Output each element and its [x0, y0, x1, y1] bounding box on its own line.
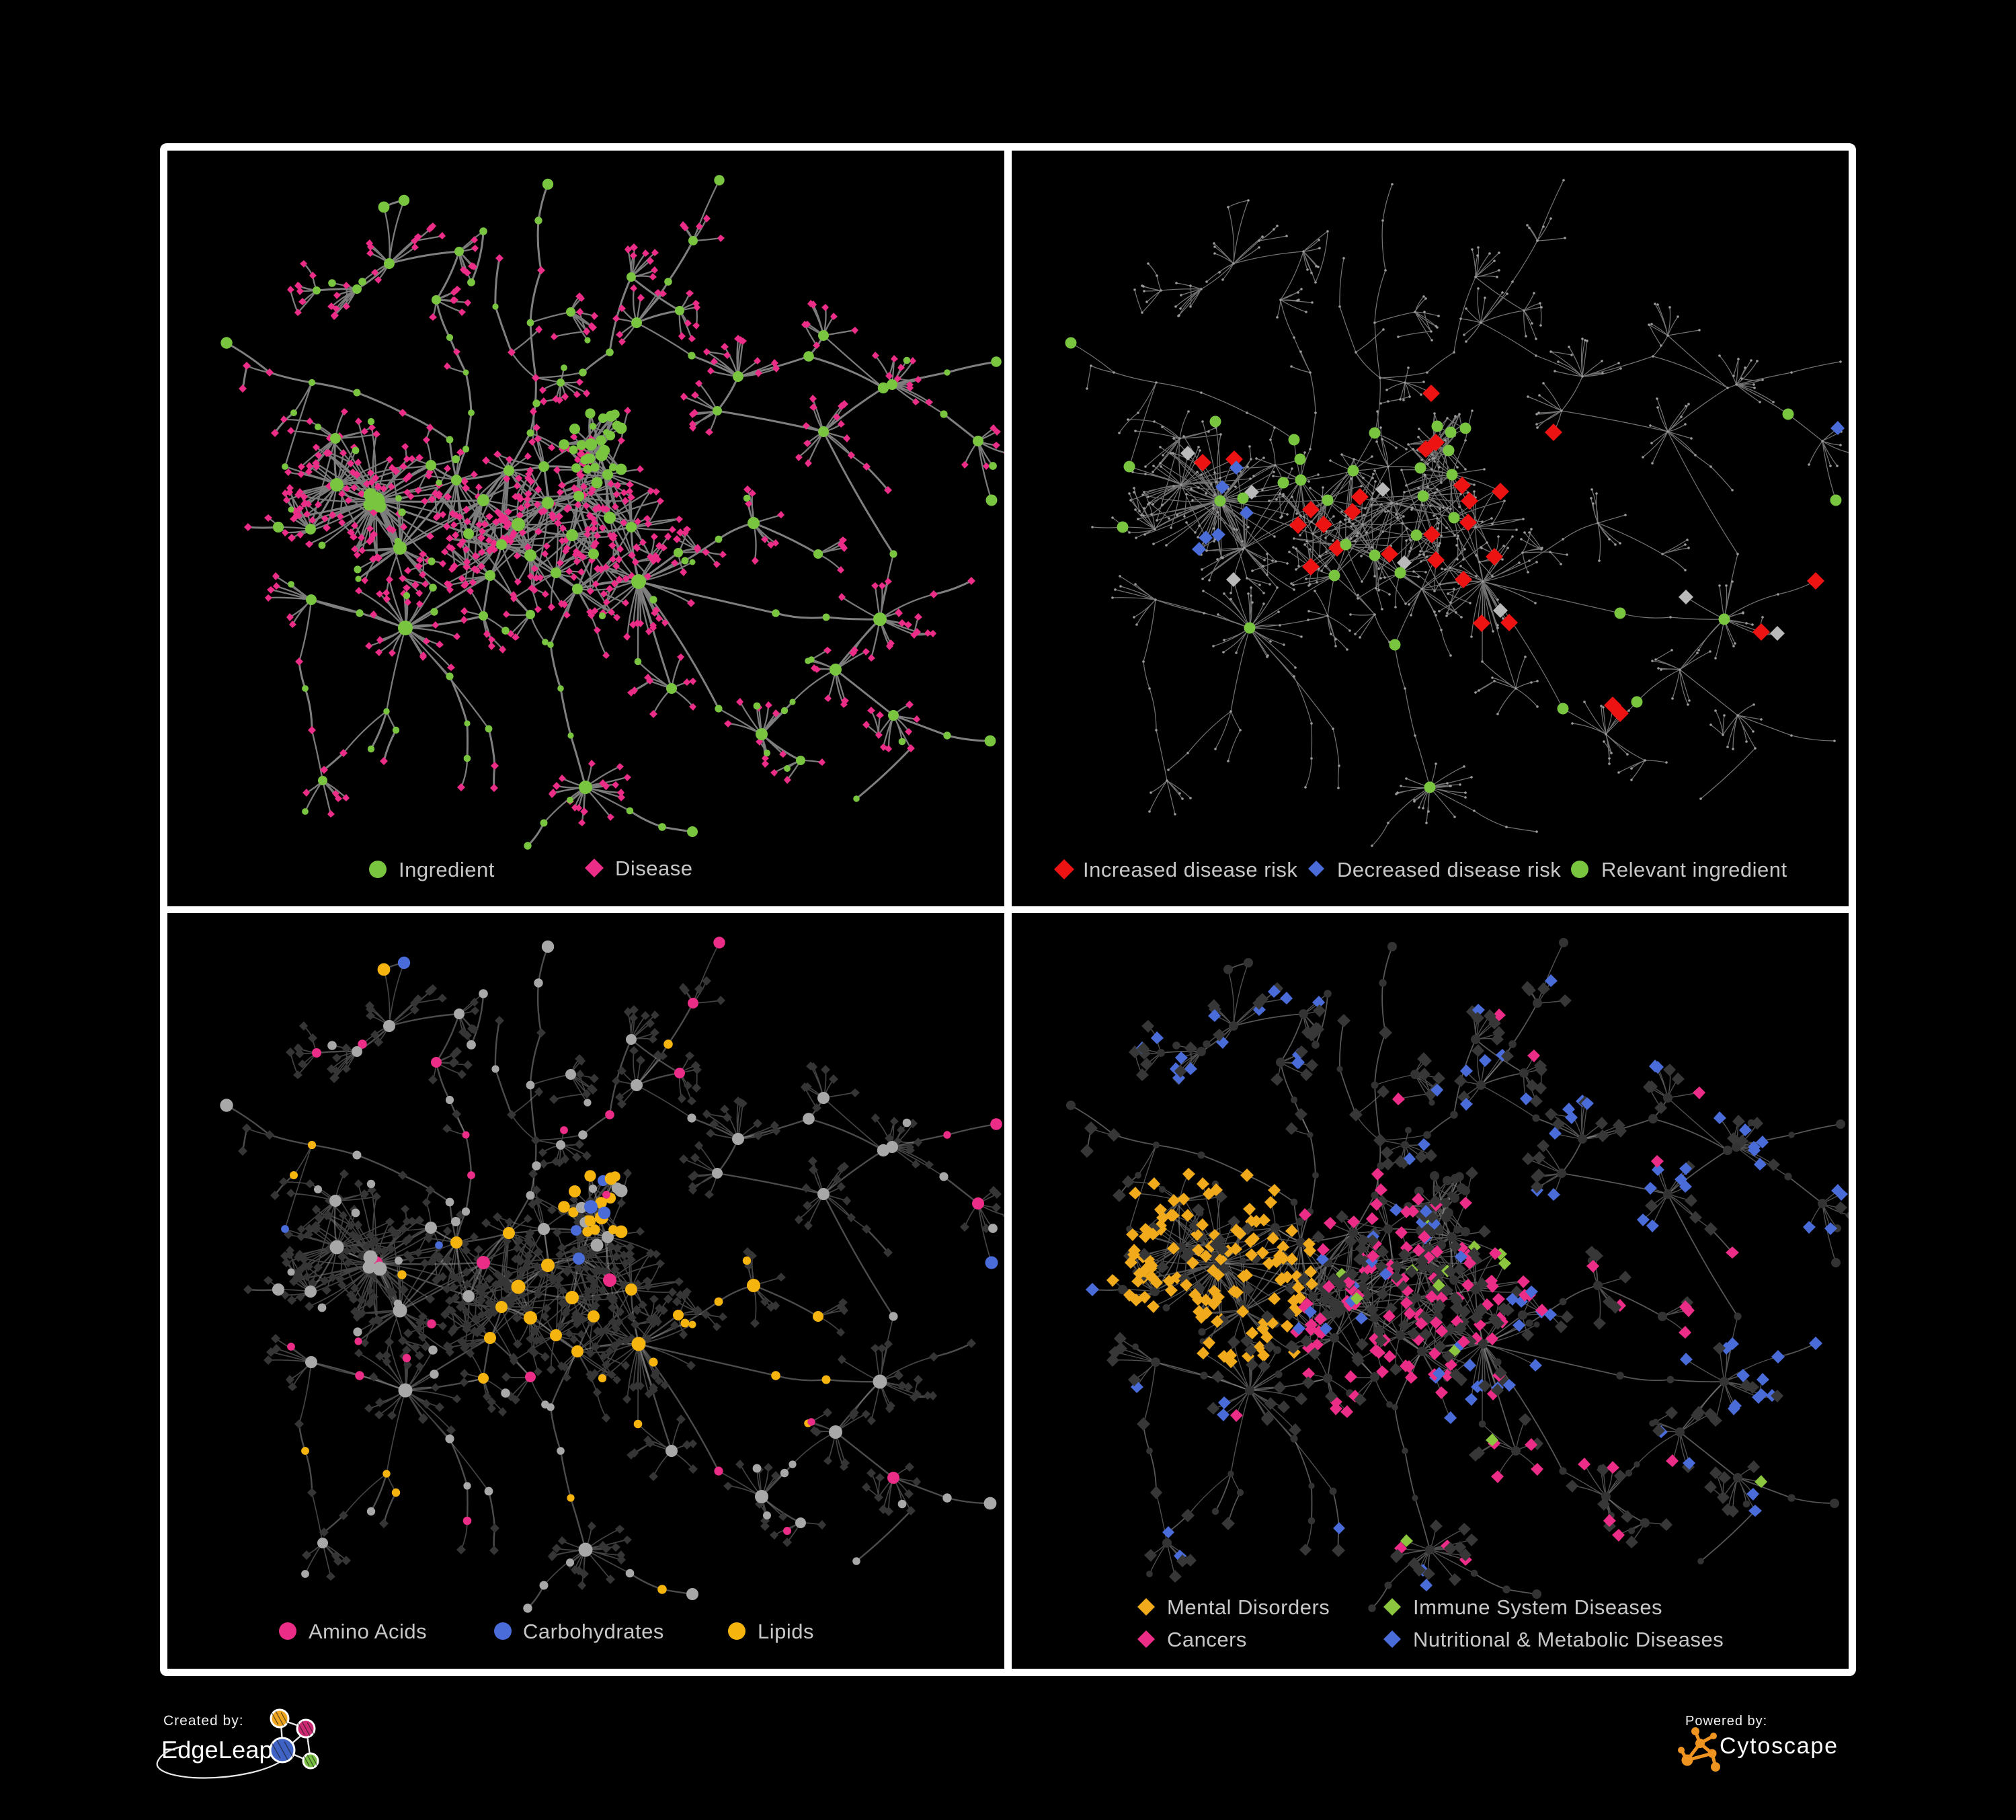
- svg-text:Amino Acids: Amino Acids: [309, 1620, 427, 1643]
- svg-text:Lipids: Lipids: [758, 1620, 814, 1643]
- svg-text:Cytoscape: Cytoscape: [1720, 1733, 1839, 1759]
- svg-text:Relevant ingredient: Relevant ingredient: [1601, 858, 1787, 881]
- svg-text:Decreased disease risk: Decreased disease risk: [1337, 858, 1561, 881]
- svg-text:EdgeLeap: EdgeLeap: [161, 1736, 273, 1764]
- svg-text:Created by:: Created by:: [163, 1713, 244, 1729]
- svg-text:Carbohydrates: Carbohydrates: [523, 1620, 664, 1643]
- svg-text:Immune System Diseases: Immune System Diseases: [1413, 1595, 1662, 1619]
- svg-text:Cancers: Cancers: [1167, 1628, 1247, 1651]
- svg-text:Disease: Disease: [615, 857, 693, 880]
- svg-text:Nutritional & Metabolic Diseas: Nutritional & Metabolic Diseases: [1413, 1628, 1724, 1651]
- svg-text:Increased disease risk: Increased disease risk: [1083, 858, 1297, 881]
- svg-text:Mental Disorders: Mental Disorders: [1167, 1595, 1330, 1619]
- svg-text:Ingredient: Ingredient: [399, 858, 495, 881]
- svg-text:Powered by:: Powered by:: [1685, 1714, 1767, 1729]
